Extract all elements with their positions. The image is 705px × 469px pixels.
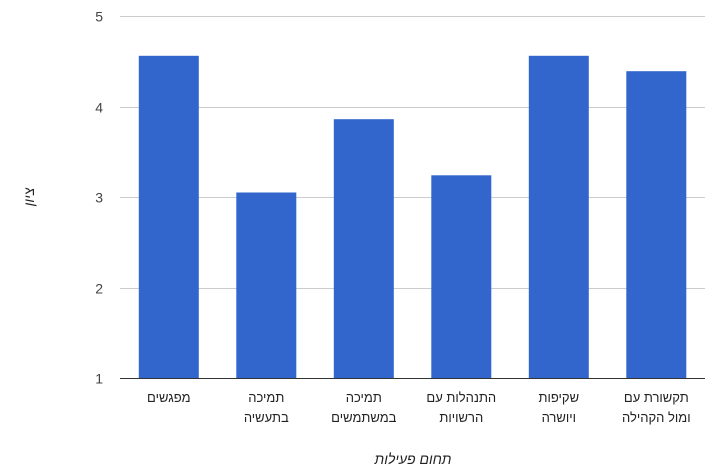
x-axis-category-labels: מפגשים תמיכה בתעשיה תמיכה במשתמשים התנהלות עם… [147, 390, 691, 425]
bar[interactable] [138, 55, 199, 379]
x-category-label-line: מפגשים [147, 390, 191, 405]
x-category-label: מפגשים [147, 390, 191, 405]
x-category-label-line: תמיכה [346, 390, 382, 405]
bar[interactable] [626, 71, 687, 378]
x-category-label-line: הרשויות [439, 410, 483, 425]
bar[interactable] [333, 119, 394, 378]
x-category-label-line: בתעשיה [244, 410, 289, 425]
x-category-label: התנהלות עם הרשויות [426, 390, 496, 425]
bar[interactable] [528, 55, 589, 379]
x-category-label: תקשורת עם ומול הקהילה [622, 390, 691, 425]
x-category-label: שקיפות ויושרה [539, 390, 580, 425]
x-category-label-line: תמיכה [248, 390, 284, 405]
x-category-label-line: תקשורת עם [624, 390, 689, 405]
x-category-label-line: ויושרה [542, 410, 576, 425]
y-axis-tick-labels: 1 2 3 4 5 [95, 9, 103, 387]
x-category-label-line: התנהלות עם [426, 390, 496, 405]
y-tick-label: 4 [95, 100, 103, 116]
gridlines [120, 16, 705, 379]
x-category-label: תמיכה במשתמשים [331, 390, 397, 425]
x-category-label-line: ומול הקהילה [622, 410, 691, 425]
bars [138, 55, 687, 379]
x-category-label: תמיכה בתעשיה [244, 390, 289, 425]
bar[interactable] [236, 192, 297, 379]
y-tick-label: 2 [95, 281, 103, 297]
y-tick-label: 1 [95, 371, 103, 387]
y-tick-label: 5 [95, 9, 103, 25]
x-category-label-line: שקיפות [539, 390, 580, 405]
bar[interactable] [431, 175, 492, 378]
x-axis-title: תחום פעילות [374, 451, 452, 467]
y-axis-title: ציון [21, 187, 37, 207]
y-tick-label: 3 [95, 190, 103, 206]
x-category-label-line: במשתמשים [331, 410, 397, 425]
